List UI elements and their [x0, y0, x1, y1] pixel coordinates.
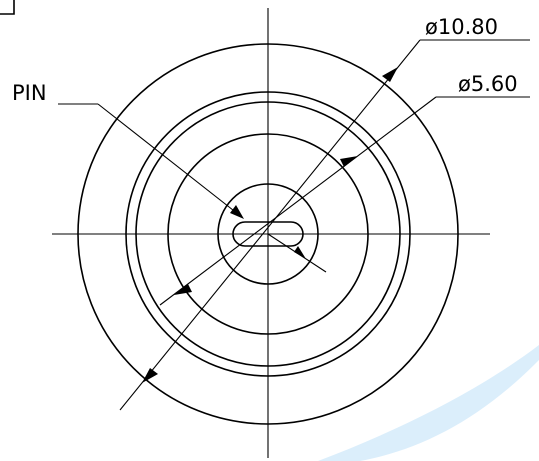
watermark-swoosh — [318, 345, 539, 461]
title-block-corner — [0, 0, 15, 15]
dim-inner-arrow-bottom — [174, 284, 192, 295]
pin-leader-diagonal — [97, 103, 239, 215]
dim-outer-arrow-top — [382, 67, 398, 82]
hub-radial-arrow — [294, 246, 306, 259]
dim-outer-arrow-bottom — [142, 368, 158, 383]
hub-circle — [217, 183, 319, 285]
pin-label: PIN — [12, 81, 47, 105]
dim-inner-line — [159, 96, 437, 306]
dim-inner-arrow-top — [340, 156, 358, 167]
body-circle — [167, 133, 369, 335]
pin-leader-arrowhead — [230, 205, 244, 219]
pin-slot — [232, 221, 304, 247]
dim-outer-line — [119, 39, 421, 411]
flange-circle-inner — [135, 101, 401, 367]
dim-outer-label: ø10.80 — [425, 15, 498, 39]
dim-inner-label: ø5.60 — [458, 72, 518, 96]
outer-circle — [77, 43, 459, 425]
flange-circle-outer — [125, 91, 411, 377]
